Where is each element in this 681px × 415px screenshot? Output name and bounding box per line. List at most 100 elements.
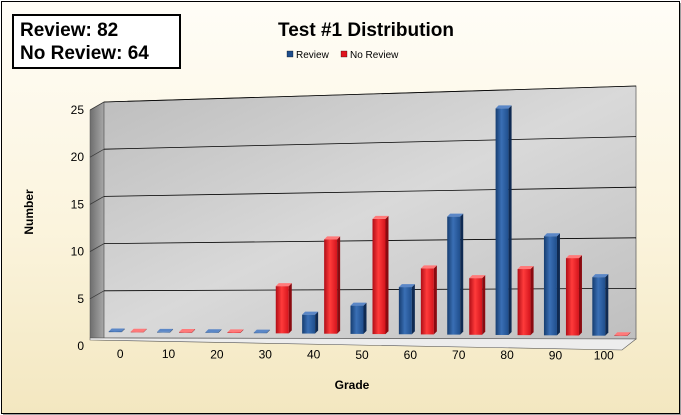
- bar-top: [495, 105, 512, 109]
- bar-front: [253, 332, 267, 334]
- bar-review-20: [205, 329, 222, 333]
- bar-side: [143, 328, 147, 333]
- legend-label-no-review: No Review: [350, 50, 399, 61]
- bar-no-review-40: [324, 236, 341, 334]
- bar-top: [179, 329, 196, 333]
- x-axis-label: Grade: [335, 378, 370, 392]
- x-tick-label: 10: [162, 347, 176, 361]
- bar-side: [170, 328, 174, 333]
- bar-front: [205, 332, 219, 333]
- bar-front: [543, 236, 557, 336]
- y-tick-label: 15: [71, 197, 85, 211]
- legend-label-review: Review: [296, 50, 330, 61]
- y-tick-label: 10: [71, 245, 85, 259]
- bar-top: [253, 329, 270, 333]
- bar-no-review-0: [130, 328, 147, 333]
- bar-top: [324, 236, 341, 240]
- bar-front: [517, 269, 531, 336]
- bar-front: [592, 277, 606, 336]
- x-tick-label: 70: [452, 348, 466, 362]
- y-tick-label: 20: [71, 150, 85, 164]
- bar-front: [350, 305, 364, 334]
- bar-review-60: [398, 284, 415, 335]
- bar-side: [266, 329, 270, 334]
- y-tick-label: 0: [77, 339, 84, 353]
- bar-review-10: [157, 328, 174, 333]
- bar-side: [627, 332, 631, 336]
- bar-side: [385, 215, 389, 335]
- bar-top: [227, 329, 244, 333]
- y-tick-label: 5: [77, 292, 84, 306]
- x-tick-label: 20: [210, 347, 224, 361]
- gridline-side: [89, 148, 105, 158]
- bar-front: [420, 268, 434, 335]
- bar-front: [469, 278, 483, 335]
- bar-side: [508, 105, 512, 335]
- bar-no-review-50: [372, 215, 389, 335]
- bar-top: [205, 329, 222, 333]
- bar-side: [218, 329, 222, 333]
- bar-side: [192, 329, 196, 333]
- bar-front: [565, 258, 579, 336]
- gridline: [103, 186, 637, 197]
- gridline-side: [89, 243, 105, 252]
- x-tick-label: 90: [549, 348, 563, 362]
- bar-front: [302, 314, 316, 334]
- bar-side: [433, 265, 437, 335]
- bar-front: [324, 239, 338, 334]
- chart-gridlines: [89, 85, 637, 300]
- gridline: [103, 136, 637, 150]
- bar-top: [469, 275, 486, 279]
- summary-box: Review: 82 No Review: 64: [12, 14, 181, 69]
- x-tick-label: 100: [594, 349, 614, 363]
- bar-no-review-70: [469, 275, 486, 335]
- bar-side: [288, 283, 292, 334]
- bar-front: [275, 286, 289, 334]
- x-tick-label: 50: [355, 348, 369, 362]
- bar-review-50: [350, 302, 367, 334]
- bar-front: [227, 332, 241, 334]
- chart-side-wall: [89, 101, 105, 339]
- bar-side: [240, 329, 244, 334]
- bar-front: [447, 216, 461, 335]
- x-axis-ticks: 0 10 20 30 40 50 60 70 80 90 100: [117, 347, 614, 363]
- bar-no-review-60: [420, 265, 437, 335]
- summary-no-review-count: No Review: 64: [20, 43, 149, 64]
- gridline-side: [89, 101, 105, 111]
- bar-review-100: [592, 274, 609, 336]
- bar-side: [530, 266, 534, 336]
- bar-side: [578, 255, 582, 336]
- y-axis-label: Number: [22, 189, 36, 235]
- chart-legend: Review No Review: [286, 50, 399, 61]
- bar-side: [605, 274, 609, 336]
- bar-front: [130, 331, 144, 333]
- bar-side: [363, 302, 367, 334]
- bar-review-0: [108, 328, 125, 333]
- bar-top: [302, 311, 319, 315]
- bar-side: [556, 233, 560, 336]
- x-tick-label: 30: [259, 347, 273, 361]
- x-tick-label: 80: [500, 348, 514, 362]
- bar-front: [179, 332, 193, 333]
- bar-front: [157, 331, 171, 333]
- bar-no-review-10: [179, 329, 196, 333]
- bar-no-review-30: [275, 283, 292, 334]
- bar-side: [411, 284, 415, 335]
- bar-side: [121, 328, 125, 333]
- summary-review-count: Review: 82: [20, 20, 119, 41]
- bar-top: [517, 266, 534, 270]
- bar-review-30: [253, 329, 270, 334]
- bar-review-80: [495, 105, 512, 335]
- bar-side: [315, 311, 319, 334]
- x-tick-label: 40: [307, 348, 321, 362]
- bar-review-70: [447, 213, 464, 335]
- bar-front: [398, 287, 412, 335]
- bar-no-review-90: [565, 255, 582, 336]
- bar-top: [420, 265, 437, 269]
- bar-side: [460, 213, 464, 335]
- bar-top: [350, 302, 367, 306]
- x-tick-label: 60: [404, 348, 418, 362]
- chart-bars: [108, 105, 631, 336]
- bar-front: [614, 335, 628, 336]
